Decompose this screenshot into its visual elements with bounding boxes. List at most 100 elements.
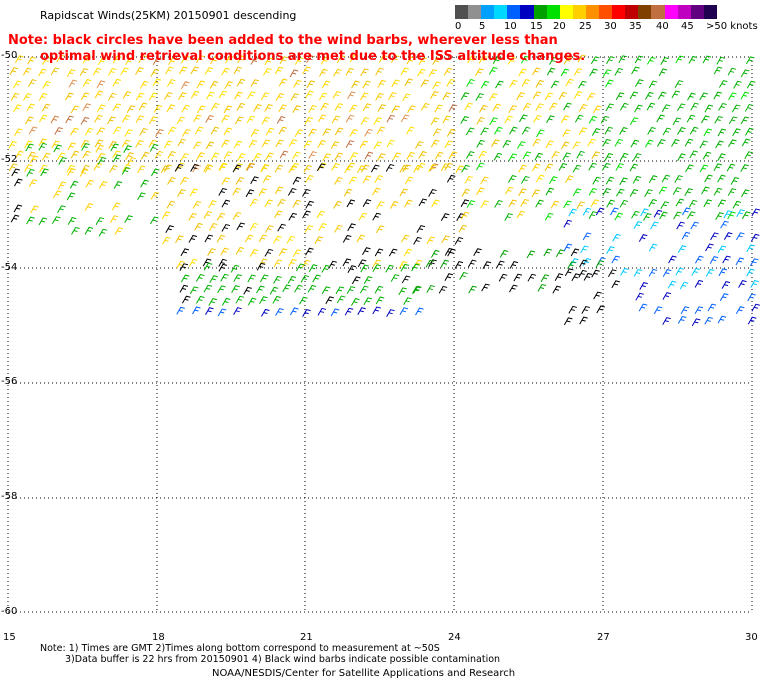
wind-barb <box>661 104 671 113</box>
wind-barb <box>401 275 411 284</box>
wind-barb <box>344 165 353 174</box>
wind-barb <box>535 103 544 112</box>
wind-barb <box>605 103 615 112</box>
wind-barb <box>749 258 759 267</box>
wind-barb <box>741 189 750 198</box>
wind-barb <box>28 179 38 188</box>
wind-barb <box>520 198 529 207</box>
wind-barb <box>677 127 686 135</box>
wind-barb <box>265 152 274 161</box>
wind-barb <box>204 67 214 75</box>
wind-barb <box>587 138 596 147</box>
wind-barb <box>521 126 531 135</box>
lat-label-58: -58 <box>1 491 18 502</box>
wind-barb <box>385 264 394 273</box>
wind-barb <box>582 232 592 241</box>
wind-barb <box>65 92 74 101</box>
wind-barb <box>615 163 624 171</box>
wind-barb <box>120 67 129 76</box>
wind-barb <box>232 164 242 173</box>
wind-barb <box>386 139 396 148</box>
wind-barb <box>190 66 200 75</box>
wind-barb <box>68 79 78 88</box>
wind-barb <box>430 249 440 258</box>
wind-barb <box>391 105 400 114</box>
colorbar-label: 15 <box>530 21 543 32</box>
wind-barb <box>544 92 554 101</box>
wind-barb <box>356 165 366 174</box>
wind-barb <box>56 54 65 63</box>
wind-barb <box>648 199 657 207</box>
wind-barb <box>491 139 500 148</box>
wind-barb <box>124 129 133 137</box>
wind-barb <box>684 188 693 196</box>
wind-barb <box>122 164 131 173</box>
wind-barb <box>675 198 685 207</box>
wind-barb <box>264 104 273 112</box>
wind-barb <box>468 285 477 294</box>
wind-barb <box>389 201 399 209</box>
wind-barb <box>563 102 572 111</box>
wind-barb <box>699 92 708 101</box>
wind-barb <box>404 78 413 87</box>
wind-barb <box>232 211 242 220</box>
wind-barb <box>216 212 226 221</box>
wind-barb <box>348 176 358 185</box>
wind-barb <box>372 259 382 268</box>
wind-barb <box>732 128 741 137</box>
wind-barb <box>552 285 562 294</box>
wind-barb <box>392 152 402 161</box>
wind-barb <box>390 274 400 282</box>
wind-barb <box>348 104 358 113</box>
wind-barb <box>578 80 587 89</box>
wind-barb <box>347 265 357 273</box>
wind-barb <box>647 56 656 65</box>
wind-barb <box>531 163 541 172</box>
wind-barb <box>591 151 600 160</box>
wind-barb <box>221 199 231 208</box>
wind-barb <box>633 268 643 277</box>
wind-barb <box>492 56 502 64</box>
wind-barb <box>209 80 219 89</box>
wind-barb <box>572 164 582 173</box>
wind-barb <box>658 68 668 77</box>
wind-barb <box>38 92 48 101</box>
wind-barb <box>203 262 213 271</box>
wind-barb <box>650 221 659 230</box>
wind-barb <box>679 281 689 290</box>
wind-barb <box>288 212 297 221</box>
wind-barb <box>432 81 441 90</box>
wind-barb <box>564 175 574 184</box>
wind-barb <box>579 259 588 268</box>
wind-barb <box>596 305 605 314</box>
wind-barb <box>740 164 749 172</box>
wind-barb <box>461 188 471 197</box>
wind-barb <box>544 163 554 172</box>
wind-barb <box>620 267 629 276</box>
wind-barb <box>349 54 359 63</box>
wind-barb <box>732 200 742 209</box>
wind-barb <box>746 268 755 277</box>
wind-barb <box>717 245 727 254</box>
wind-barb <box>582 258 592 266</box>
wind-barb <box>699 140 708 149</box>
wind-barb <box>602 138 611 147</box>
wind-barb <box>704 174 713 183</box>
wind-barb <box>643 213 652 221</box>
wind-barb <box>682 207 691 216</box>
wind-barb <box>686 114 696 123</box>
wind-barb <box>343 188 353 197</box>
wind-barb <box>402 93 411 102</box>
wind-barb <box>601 162 611 171</box>
colorbar-swatch <box>625 5 639 19</box>
wind-barb <box>13 204 23 213</box>
wind-barb <box>94 139 104 148</box>
wind-barb <box>249 222 259 231</box>
credit-line: NOAA/NESDIS/Center for Satellite Applica… <box>212 668 516 679</box>
wind-barb <box>320 56 330 65</box>
wind-barb <box>648 80 658 89</box>
wind-barb <box>148 92 158 101</box>
wind-barb <box>24 164 33 172</box>
wind-barb <box>671 90 681 99</box>
wind-barb <box>563 56 573 65</box>
